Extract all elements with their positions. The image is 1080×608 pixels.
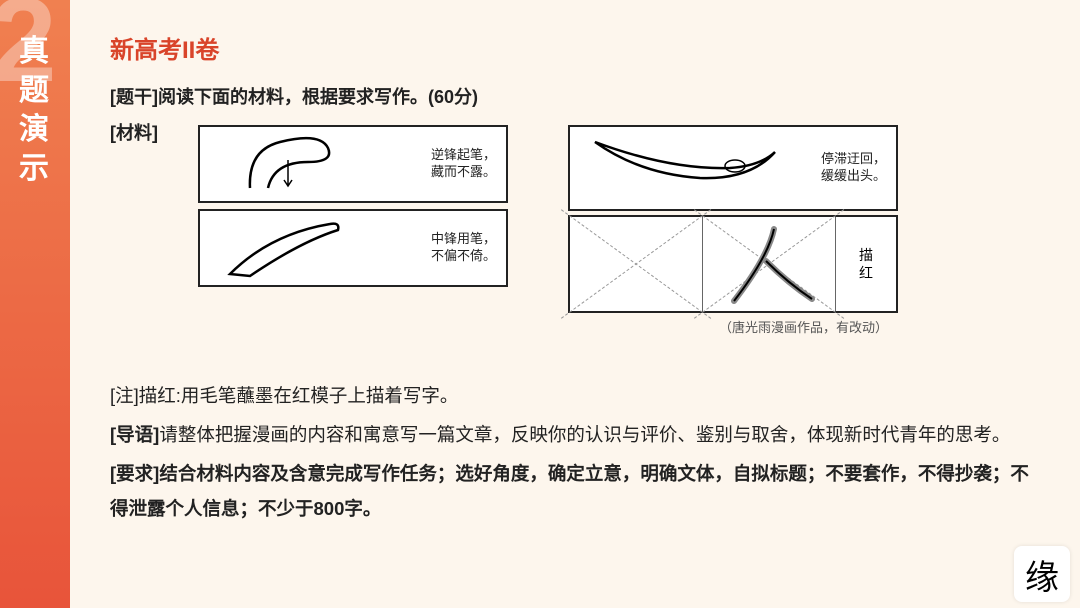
stem-text: 阅读下面的材料，根据要求写作。(60分) [158, 87, 478, 107]
material-label: [材料] [110, 119, 158, 145]
sidebar-title: 真题演示 [0, 32, 70, 188]
question-stem: [题干]阅读下面的材料，根据要求写作。(60分) [110, 83, 1030, 109]
lead-label: [导语] [110, 424, 159, 445]
grid-cell-1 [570, 217, 703, 311]
figure-column-left: 逆锋起笔， 藏而不露。 中锋用笔， 不偏不倚。 [198, 125, 508, 287]
caption-2: 中锋用笔， 不偏不倚。 [431, 231, 496, 265]
figure-column-right: 停滞迂回， 缓缓出头。 [568, 125, 898, 336]
exam-title: 新高考II卷 [110, 30, 1030, 65]
note-line: [注]描红:用毛笔蘸墨在红模子上描着写字。 [110, 378, 1030, 413]
panel-2: 中锋用笔， 不偏不倚。 [198, 209, 508, 287]
stem-label: [题干] [110, 87, 158, 107]
corner-logo: 缘 [1014, 546, 1070, 602]
stroke-illustration-2 [210, 214, 390, 282]
stroke-ren [703, 217, 835, 311]
content-area: 新高考II卷 [题干]阅读下面的材料，根据要求写作。(60分) [材料] 逆锋起… [90, 0, 1060, 608]
body-text: [注]描红:用毛笔蘸墨在红模子上描着写字。 [导语]请整体把握漫画的内容和寓意写… [110, 378, 1030, 527]
lead-line: [导语]请整体把握漫画的内容和寓意写一篇文章，反映你的认识与评价、鉴别与取舍，体… [110, 417, 1030, 452]
figure-group: 逆锋起笔， 藏而不露。 中锋用笔， 不偏不倚。 [198, 125, 898, 336]
grid-cell-label: 描 红 [836, 217, 896, 311]
req-line: [要求]结合材料内容及含意完成写作任务；选好角度，确定立意，明确文体，自拟标题；… [110, 456, 1030, 526]
stroke-illustration-3 [580, 130, 790, 206]
sidebar: 2 真题演示 [0, 0, 70, 608]
req-label: [要求] [110, 463, 159, 484]
grid-cell-2 [703, 217, 836, 311]
caption-3: 停滞迂回， 缓缓出头。 [821, 151, 886, 185]
panel-3: 停滞迂回， 缓缓出头。 [568, 125, 898, 211]
figure-credit: （唐光雨漫画作品，有改动） [568, 317, 898, 336]
lead-text: 请整体把握漫画的内容和寓意写一篇文章，反映你的认识与评价、鉴别与取舍，体现新时代… [159, 424, 1010, 445]
stroke-illustration-1 [210, 130, 390, 198]
caption-1: 逆锋起笔， 藏而不露。 [431, 147, 496, 181]
req-text: 结合材料内容及含意完成写作任务；选好角度，确定立意，明确文体，自拟标题；不要套作… [110, 463, 1029, 519]
panel-4: 描 红 [568, 215, 898, 313]
panel-1: 逆锋起笔， 藏而不露。 [198, 125, 508, 203]
